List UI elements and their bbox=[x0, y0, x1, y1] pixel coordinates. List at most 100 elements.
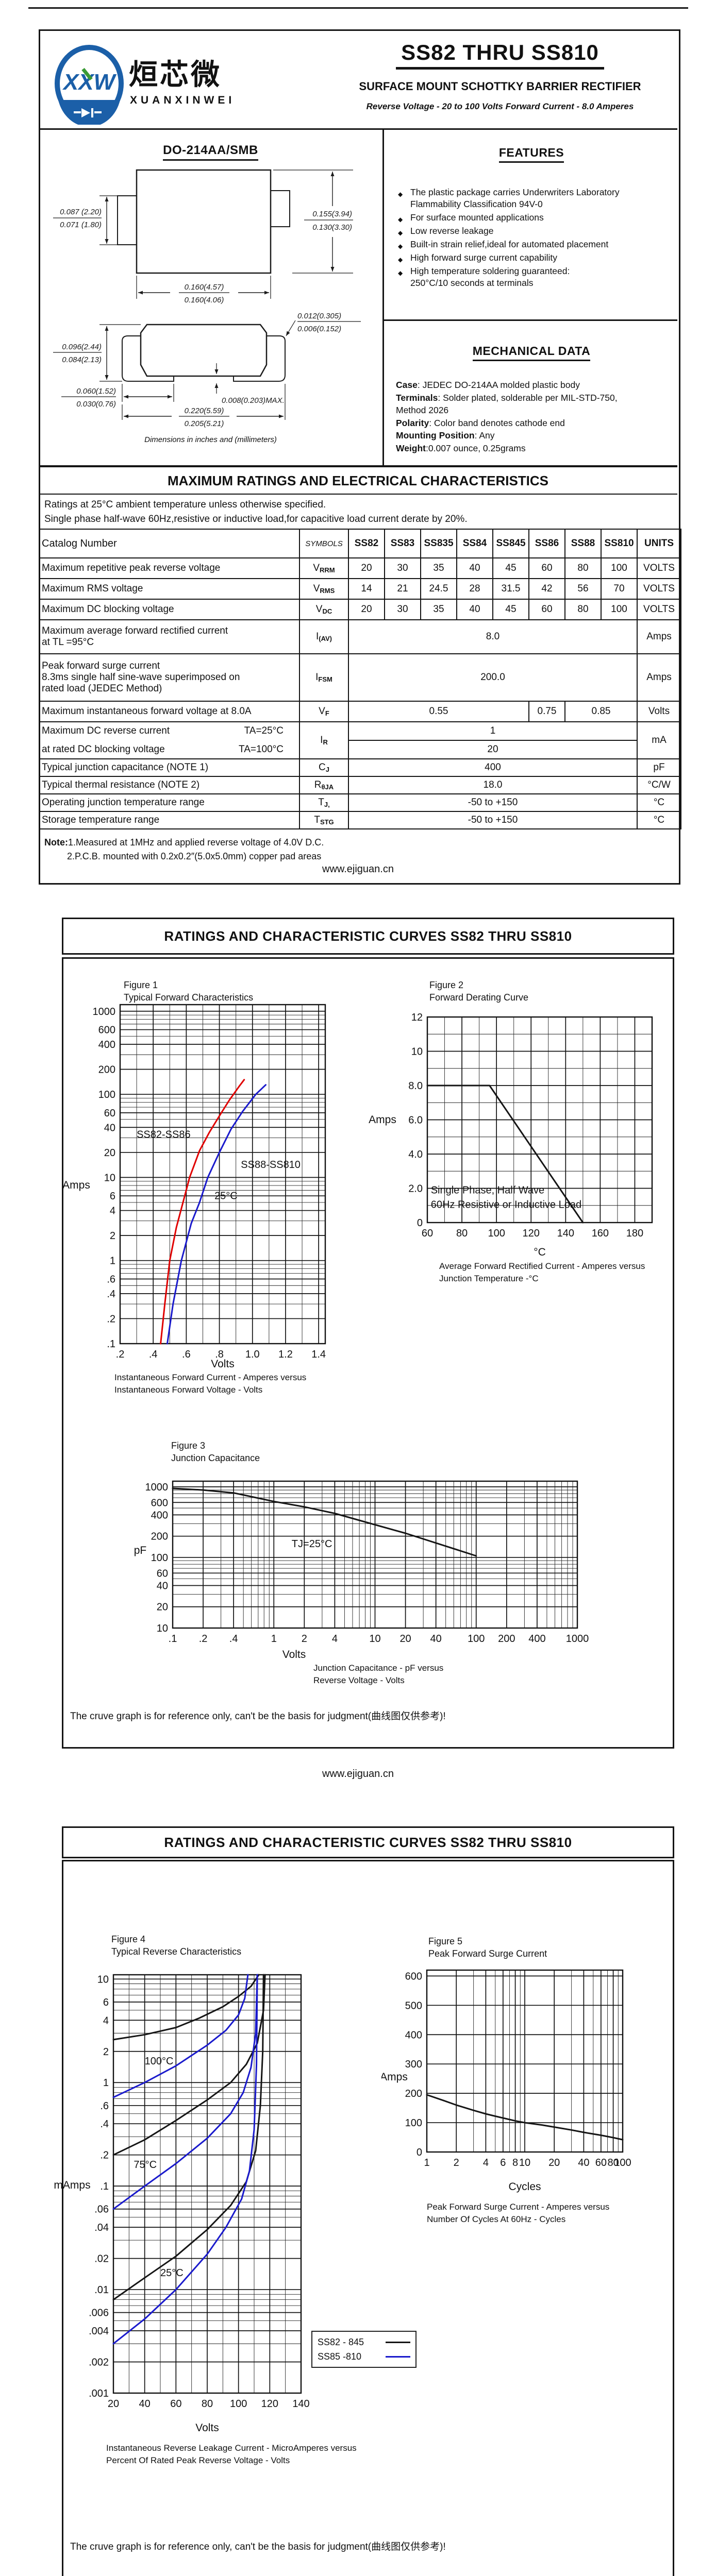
diamond-bullet-icon: ◆ bbox=[398, 216, 403, 223]
part-number-title: SS82 THRU SS810 bbox=[396, 40, 604, 70]
header-part: SS86 bbox=[528, 529, 565, 558]
table-row-vdc: Maximum DC blocking voltage VDC 20 30 35… bbox=[39, 599, 681, 620]
table-row-ir: Maximum DC reverse current TA=25°C at rat… bbox=[39, 721, 681, 759]
legend-item: SS85 -810 bbox=[318, 2349, 410, 2364]
row-symbol: TSTG bbox=[299, 811, 349, 829]
cell-value: 100 bbox=[601, 557, 638, 579]
cell-value: 56 bbox=[564, 578, 602, 600]
dim-standoff: 0.008(0.203)MAX. bbox=[222, 396, 285, 405]
cell-unit: °C/W bbox=[637, 776, 681, 794]
y-tick-label: .2 bbox=[100, 2150, 109, 2161]
legend-line-black bbox=[386, 2341, 410, 2343]
dim-height-min: 0.084(2.13) bbox=[62, 355, 102, 364]
pkg-side-right-lead bbox=[233, 335, 286, 382]
y-tick-label: 2.0 bbox=[408, 1183, 423, 1195]
row-symbol: RθJA bbox=[299, 776, 349, 794]
fig3-caption: Junction Capacitance - pF versus Reverse… bbox=[313, 1663, 444, 1685]
cell-value: 45 bbox=[492, 599, 529, 620]
row-name: Maximum instantaneous forward voltage at… bbox=[39, 701, 300, 722]
fig2-title: Figure 2 Forward Derating Curve bbox=[429, 980, 529, 1003]
cell-value: 35 bbox=[420, 599, 457, 620]
table-notes: Note:1.Measured at 1MHz and applied reve… bbox=[44, 836, 324, 863]
footer-url[interactable]: www.ejiguan.cn bbox=[322, 863, 394, 875]
x-axis-label: °C bbox=[534, 1246, 546, 1258]
y-tick-label: 12 bbox=[411, 1012, 423, 1023]
x-tick-label: 60 bbox=[170, 2398, 181, 2410]
x-tick-label: 6 bbox=[500, 2157, 506, 2168]
cell-value: 0.75 bbox=[528, 701, 565, 722]
x-tick-label: 60 bbox=[422, 1228, 433, 1239]
y-tick-label: 200 bbox=[151, 1531, 168, 1543]
ratings-tagline: Reverse Voltage - 20 to 100 Volts Forwar… bbox=[366, 101, 634, 111]
fig1-chart: .2.4.6.8 1.0 1.2 1.4 1000 600 400 200 100 60 40 20 1… bbox=[31, 997, 361, 1412]
y-tick-label: 60 bbox=[104, 1108, 115, 1119]
feature-item: ◆ Built-in strain relief,ideal for automa… bbox=[398, 239, 679, 250]
logo-monogram: XXW bbox=[62, 70, 117, 95]
feature-item: ◆ High temperature soldering guaranteed: … bbox=[398, 266, 570, 288]
cell-value: 24.5 bbox=[420, 578, 457, 600]
y-tick-label: 200 bbox=[405, 2088, 422, 2099]
fig4-svg: 20 40 60 80 100 120 140 10 6 4 2 1 .6 .4 .2 .1 .06 .04 .02… bbox=[54, 1974, 309, 2434]
fig4-caption: Instantaneous Reverse Leakage Current - … bbox=[106, 2443, 357, 2465]
footer-url[interactable]: www.ejiguan.cn bbox=[322, 1768, 394, 1780]
cell-unit: mA bbox=[637, 721, 681, 759]
dim-total-width-max: 0.220(5.59) bbox=[185, 406, 224, 415]
cell-value: -50 to +150 bbox=[348, 811, 638, 829]
cell-value: 40 bbox=[456, 557, 493, 579]
page3-title-box: RATINGS AND CHARACTERISTIC CURVES SS82 T… bbox=[62, 1826, 674, 1858]
cell-value: 20 bbox=[348, 740, 638, 759]
mech-line: Mounting Position: Any bbox=[396, 430, 495, 440]
y-tick-label: 100 bbox=[151, 1552, 168, 1564]
series-cj bbox=[172, 1487, 477, 1557]
cell-value: -50 to +150 bbox=[348, 793, 638, 812]
mech-line: Polarity: Color band denotes cathode end bbox=[396, 417, 565, 428]
x-tick-label: 1 bbox=[271, 1633, 277, 1645]
header-part: SS83 bbox=[384, 529, 421, 558]
cell-value: 20 bbox=[348, 599, 385, 620]
y-tick-label: .6 bbox=[100, 2100, 109, 2112]
fig4-title: Figure 4 Typical Reverse Characteristics bbox=[111, 1934, 242, 1957]
header-part: SS810 bbox=[601, 529, 638, 558]
x-tick-label: 100 bbox=[468, 1633, 485, 1645]
y-tick-label: 400 bbox=[98, 1039, 115, 1050]
x-tick-label: 40 bbox=[139, 2398, 151, 2410]
x-tick-label: .8 bbox=[215, 1349, 224, 1360]
cell-value: 31.5 bbox=[492, 578, 529, 600]
x-tick-label: 100 bbox=[230, 2398, 247, 2410]
y-tick-label: .006 bbox=[89, 2308, 109, 2319]
annotation-label: Single Phase, Half Wave bbox=[431, 1184, 544, 1196]
fig1-title: Figure 1 Typical Forward Characteristics bbox=[124, 980, 254, 1003]
y-tick-label: 0 bbox=[417, 2147, 422, 2158]
x-tick-label: 8 bbox=[512, 2157, 518, 2168]
cell-value: 60 bbox=[528, 599, 565, 620]
company-name-cn: 烜芯微 bbox=[129, 58, 222, 91]
table-row-vrrm: Maximum repetitive peak reverse voltage … bbox=[39, 557, 681, 579]
x-tick-label: .6 bbox=[182, 1349, 191, 1360]
y-tick-label: .4 bbox=[107, 1289, 115, 1300]
y-tick-label: .4 bbox=[100, 2119, 109, 2130]
table-row-rthja: Typical thermal resistance (NOTE 2) RθJA… bbox=[39, 776, 681, 794]
cell-value: 200.0 bbox=[348, 653, 638, 702]
x-tick-label: 2 bbox=[454, 2157, 459, 2168]
y-tick-label: 600 bbox=[405, 1971, 422, 1982]
dim-lead-thickness-min: 0.006(0.152) bbox=[297, 325, 341, 333]
diode-symbol-icon bbox=[81, 108, 90, 117]
cell-unit: Amps bbox=[637, 653, 681, 702]
feature-item: ◆ The plastic package carries Underwriter… bbox=[398, 187, 620, 209]
cell-value: 80 bbox=[564, 557, 602, 579]
dim-tab-height-min: 0.071 (1.80) bbox=[60, 221, 102, 229]
x-tick-label: 10 bbox=[369, 1633, 380, 1645]
table-row-ifsm: Peak forward surge current 8.3ms single … bbox=[39, 653, 681, 702]
ratings-section-divider bbox=[39, 465, 677, 467]
fig2-caption: Average Forward Rectified Current - Ampe… bbox=[439, 1261, 645, 1283]
row-symbol: TJ, bbox=[299, 793, 349, 812]
x-tick-label: 100 bbox=[614, 2157, 631, 2168]
y-tick-label: 40 bbox=[157, 1580, 168, 1591]
x-tick-label: 60 bbox=[595, 2157, 607, 2168]
cell-unit: VOLTS bbox=[637, 578, 681, 600]
column-divider bbox=[382, 128, 384, 466]
fig3-svg: .1.2.4 1 2 4 10 20 40 100 200 400 1000100060040020… bbox=[134, 1480, 589, 1660]
diamond-bullet-icon: ◆ bbox=[398, 269, 403, 277]
annotation-label: 25°C bbox=[160, 2267, 184, 2279]
cell-unit: pF bbox=[637, 758, 681, 777]
